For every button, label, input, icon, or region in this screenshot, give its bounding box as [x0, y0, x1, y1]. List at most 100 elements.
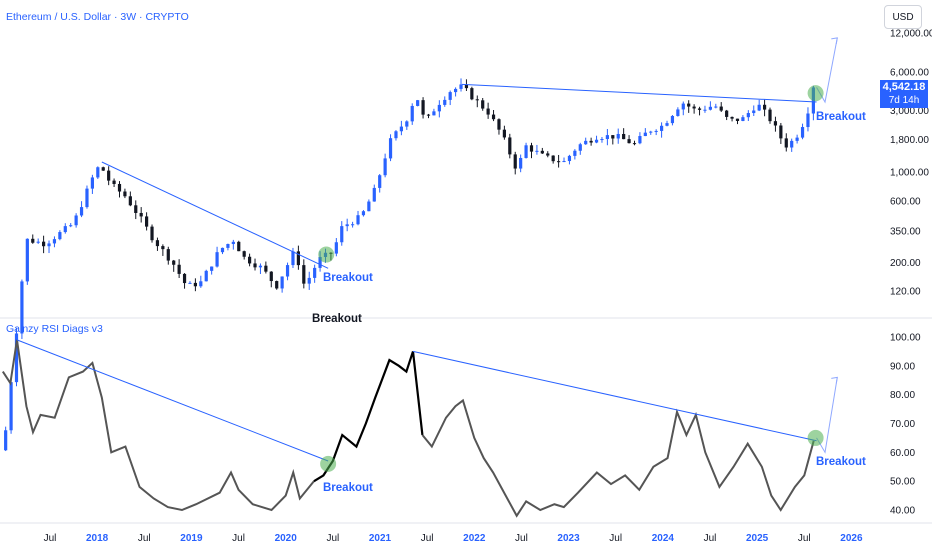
candle-body [117, 183, 122, 192]
candle-body [779, 125, 783, 139]
candle-body [491, 114, 496, 120]
breakout-label-price-2025: Breakout [816, 111, 866, 123]
candle-body [280, 276, 284, 289]
breakout-label-rsi-2025: Breakout [816, 456, 866, 468]
time-axis-tick: Jul [609, 533, 622, 544]
candle-body [253, 263, 257, 268]
candle-body [546, 153, 550, 156]
candle-body [746, 113, 750, 118]
candle-body [594, 139, 599, 143]
candle-body [14, 333, 19, 383]
candle-body [638, 136, 642, 144]
candle-body [107, 170, 111, 181]
candle-body [356, 215, 360, 225]
candle-body [215, 252, 219, 267]
candle-body [649, 131, 653, 133]
candle-body [199, 281, 203, 287]
candle-body [161, 246, 165, 250]
time-axis-tick: 2024 [652, 533, 675, 544]
price-axis-tick: 1,000.00 [890, 168, 929, 179]
rsi-line [421, 398, 815, 518]
candle-body [708, 106, 712, 110]
candle-body [36, 241, 40, 243]
candle-body [676, 109, 680, 116]
candle-body [806, 113, 810, 128]
time-axis-tick: 2023 [557, 533, 580, 544]
candle-body [578, 144, 582, 151]
price-axis-tick: 200.00 [890, 258, 921, 269]
time-axis-tick: 2021 [369, 533, 392, 544]
candle-body [96, 167, 100, 178]
candle-body [535, 150, 539, 152]
candle-body [464, 84, 469, 89]
candle-body [226, 244, 230, 248]
candle-body [361, 211, 366, 216]
time-axis-tick: Jul [515, 533, 528, 544]
candle-body [567, 155, 572, 162]
candle-body [123, 191, 127, 197]
candle-body [481, 100, 485, 109]
candle-body [659, 125, 664, 131]
candle-body [470, 88, 474, 100]
time-axis-tick: 2026 [840, 533, 863, 544]
price-trendline [461, 83, 817, 103]
candle-body [616, 133, 620, 139]
candle-body [74, 215, 78, 226]
price-axis-tick: 12,000.00 [890, 29, 932, 40]
candle-body [519, 157, 523, 169]
candle-body [573, 150, 577, 156]
candle-body [150, 226, 154, 241]
rsi-axis-tick: 40.00 [890, 506, 915, 517]
candle-body [242, 251, 246, 257]
breakout-label-black: Breakout [312, 313, 362, 325]
rsi-trendline [412, 350, 817, 442]
candle-body [101, 167, 105, 171]
candle-body [448, 92, 452, 100]
candle-body [285, 265, 290, 277]
candle-body [622, 133, 626, 140]
price-axis-tick: 350.00 [890, 227, 921, 238]
candle-body [795, 137, 799, 141]
candle-body [714, 106, 718, 108]
breakout-highlight [320, 455, 337, 472]
price-axis-tick: 3,000.00 [890, 106, 929, 117]
time-axis-tick: Jul [232, 533, 245, 544]
candle-body [654, 130, 658, 132]
candle-body [687, 103, 691, 107]
time-axis-tick: Jul [44, 533, 57, 544]
candle-body [350, 224, 355, 226]
candle-body [313, 267, 317, 278]
rsi-projection-arrowhead [831, 376, 838, 384]
time-axis-tick: 2020 [275, 533, 298, 544]
rsi-trendline [16, 339, 329, 462]
time-axis-tick: 2022 [463, 533, 486, 544]
candle-body [291, 251, 295, 266]
candle-body [145, 216, 149, 227]
bar-countdown: 7d 14h [888, 95, 920, 106]
candle-body [258, 265, 263, 268]
rsi-axis-tick: 90.00 [890, 361, 915, 372]
price-axis-tick: 120.00 [890, 287, 921, 298]
candle-body [177, 264, 181, 274]
time-axis-tick: Jul [326, 533, 339, 544]
candle-body [752, 110, 756, 114]
candle-body [790, 140, 794, 148]
rsi-axis-tick: 100.00 [890, 333, 921, 344]
candle-body [394, 131, 398, 139]
candle-body [155, 240, 160, 247]
time-axis-tick: 2018 [86, 533, 109, 544]
candle-body [529, 145, 534, 152]
time-axis-tick: Jul [798, 533, 811, 544]
candle-body [25, 238, 29, 282]
candle-body [735, 118, 740, 121]
indicator-title: Gainzy RSI Diags v3 [6, 323, 103, 335]
currency-button[interactable]: USD [884, 5, 922, 29]
candle-body [210, 266, 214, 271]
candle-body [52, 239, 57, 244]
candle-body [237, 241, 241, 252]
price-trendline [101, 161, 329, 269]
price-axis-tick: 1,800.00 [890, 135, 929, 146]
candle-body [372, 187, 376, 202]
breakout-highlight [807, 429, 824, 446]
